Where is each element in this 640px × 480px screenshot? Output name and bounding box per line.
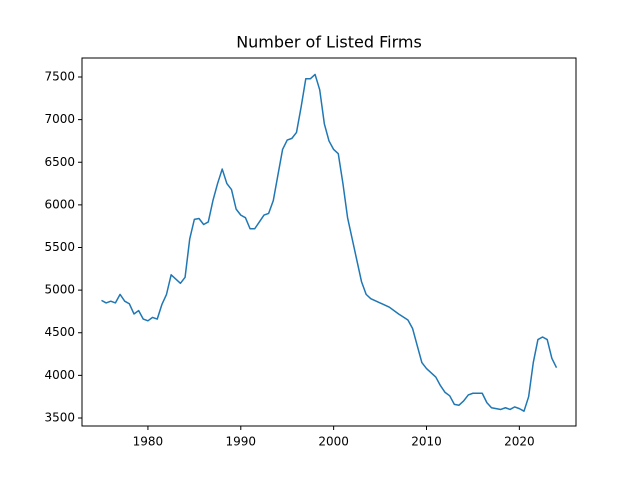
y-tick-label: 7500: [44, 70, 75, 84]
y-tick-label: 3500: [44, 410, 75, 424]
y-tick-label: 4500: [44, 325, 75, 339]
x-tick-label: 1980: [133, 435, 164, 449]
x-tick-label: 1990: [226, 435, 257, 449]
chart-title: Number of Listed Firms: [236, 33, 422, 52]
y-tick-label: 5000: [44, 283, 75, 297]
y-tick-label: 7000: [44, 112, 75, 126]
y-tick-label: 4000: [44, 368, 75, 382]
data-line: [101, 73, 558, 412]
x-tick-label: 2020: [504, 435, 535, 449]
y-tick-label: 6500: [44, 155, 75, 169]
x-tick-label: 2000: [318, 435, 349, 449]
y-tick-label: 5500: [44, 240, 75, 254]
axes-frame: [81, 57, 577, 427]
x-tick-label: 2010: [411, 435, 442, 449]
y-tick-label: 6000: [44, 197, 75, 211]
